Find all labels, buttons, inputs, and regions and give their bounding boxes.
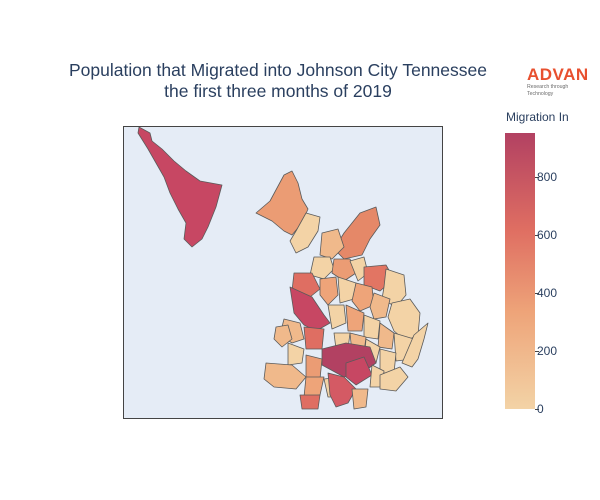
advan-logo: ADVAN Research through Technology <box>527 66 595 98</box>
colorbar-gradient <box>505 133 535 409</box>
colorbar-tick-mark <box>535 409 539 410</box>
map-region <box>319 276 339 306</box>
logo-tagline: Research through Technology <box>527 84 569 97</box>
map-region <box>289 286 331 332</box>
map-region <box>299 394 321 410</box>
colorbar-title: Migration In <box>506 110 569 124</box>
map-region <box>273 324 293 348</box>
map-region <box>263 362 307 390</box>
colorbar-tick-label: 600 <box>537 227 558 242</box>
map-region <box>319 228 345 260</box>
colorbar-tick-label: 0 <box>537 402 544 416</box>
map-region <box>305 354 323 380</box>
map-region <box>303 376 325 398</box>
map-region <box>351 388 369 410</box>
map-regions <box>137 127 429 410</box>
colorbar-tick-label: 800 <box>537 169 558 184</box>
colorbar-tick-mark <box>535 350 539 352</box>
map-region <box>379 366 409 392</box>
map-region <box>377 322 395 350</box>
map-region <box>327 304 347 330</box>
map-region <box>333 206 381 260</box>
logo-wordmark: ADVAN <box>527 65 589 84</box>
map-region <box>401 322 429 368</box>
chart-title-line-2: the first three months of 2019 <box>164 81 392 101</box>
map-region <box>331 258 357 282</box>
colorbar-tick-mark <box>535 234 539 236</box>
map-region <box>363 314 381 340</box>
map-region <box>289 212 321 254</box>
map-region <box>351 282 375 312</box>
map-region <box>369 292 391 320</box>
colorbar-tick-label: 200 <box>537 343 558 358</box>
map-region <box>309 256 335 280</box>
colorbar-tick-mark <box>535 292 539 294</box>
map-region <box>345 304 365 332</box>
colorbar-tick-label: 400 <box>537 285 558 300</box>
map-region <box>137 127 223 248</box>
map-region <box>287 342 305 366</box>
map-region <box>327 372 357 408</box>
chart-title: Population that Migrated into Johnson Ci… <box>0 60 556 102</box>
map-region <box>303 326 325 350</box>
chart-title-line-1: Population that Migrated into Johnson Ci… <box>68 60 487 80</box>
map-region <box>345 356 373 386</box>
choropleth-map[interactable] <box>123 126 443 419</box>
colorbar-tick-mark <box>535 176 539 178</box>
